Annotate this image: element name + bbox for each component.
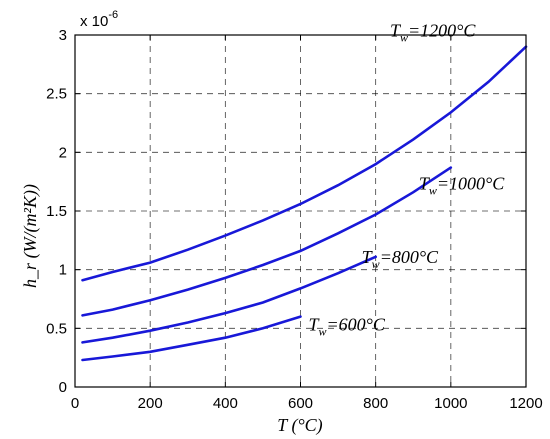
series-annotation: Tw=600°C — [309, 315, 386, 339]
y-tick-label: 0.5 — [46, 320, 67, 337]
series-line — [81, 45, 528, 282]
y-multiplier-label: x 10-6 — [80, 9, 118, 30]
y-tick-label: 2 — [59, 144, 67, 161]
y-tick-label: 2.5 — [46, 86, 67, 103]
x-tick-label: 200 — [138, 395, 163, 412]
y-tick-label: 1.5 — [46, 203, 67, 220]
y-axis-label: h_r (W/(m²K)) — [20, 184, 41, 288]
series-line — [81, 166, 453, 317]
y-tick-label: 1 — [59, 262, 67, 279]
y-tick-label: 0 — [59, 379, 67, 396]
grid-lines — [75, 35, 526, 387]
series-line — [81, 255, 377, 344]
series-lines — [81, 45, 528, 362]
x-tick-label: 800 — [363, 395, 388, 412]
x-axis-label: T (°C) — [277, 415, 322, 436]
x-tick-label: 1000 — [434, 395, 467, 412]
series-line — [81, 315, 302, 362]
y-multiplier-exponent: -6 — [108, 9, 118, 21]
series-annotation: Tw=1200°C — [390, 21, 476, 45]
x-tick-label: 600 — [288, 395, 313, 412]
x-tick-label: 0 — [71, 395, 79, 412]
y-tick-label: 3 — [59, 27, 67, 44]
axis-ticks: 0 200 400 600 800 1000 1200 0 0.5 1 1.5 2 2.5 3 — [46, 27, 543, 412]
series-annotation: Tw=1000°C — [419, 174, 505, 198]
series-annotations: Tw=1200°C Tw=1000°C Tw=800°C Tw=600°C — [309, 21, 506, 339]
x-tick-label: 400 — [213, 395, 238, 412]
y-multiplier-base: x 10 — [80, 13, 108, 30]
series-annotation: Tw=800°C — [362, 247, 439, 271]
x-tick-label: 1200 — [509, 395, 542, 412]
